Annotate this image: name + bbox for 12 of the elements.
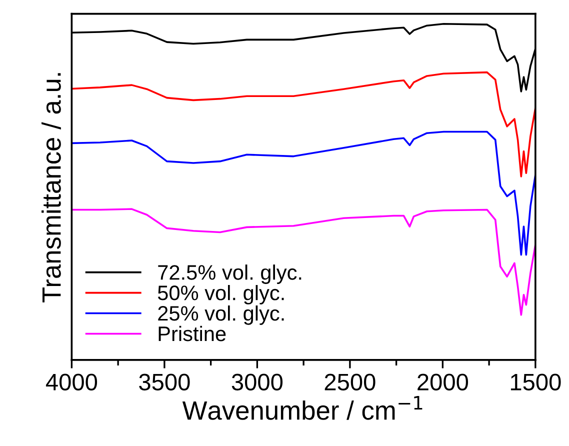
x-tick-label: 2000 bbox=[418, 374, 468, 390]
x-tick-label: 1500 bbox=[510, 374, 561, 390]
x-tick-label: 4000 bbox=[46, 374, 98, 390]
legend-label: 50% vol. glyc. bbox=[158, 284, 284, 304]
x-tick-label: 3000 bbox=[232, 374, 283, 390]
x-axis-title: Wavenumber / cm$^{−1}$ bbox=[182, 396, 422, 420]
y-axis-title: Transmittance / a.u. bbox=[42, 73, 61, 302]
x-tick-label: 3500 bbox=[139, 374, 190, 390]
legend-label: 72.5% vol. glyc. bbox=[158, 264, 302, 284]
legend-label: 25% vol. glyc. bbox=[158, 305, 284, 325]
legend-label: Pristine bbox=[158, 326, 226, 342]
x-tick-label: 2500 bbox=[324, 374, 376, 390]
